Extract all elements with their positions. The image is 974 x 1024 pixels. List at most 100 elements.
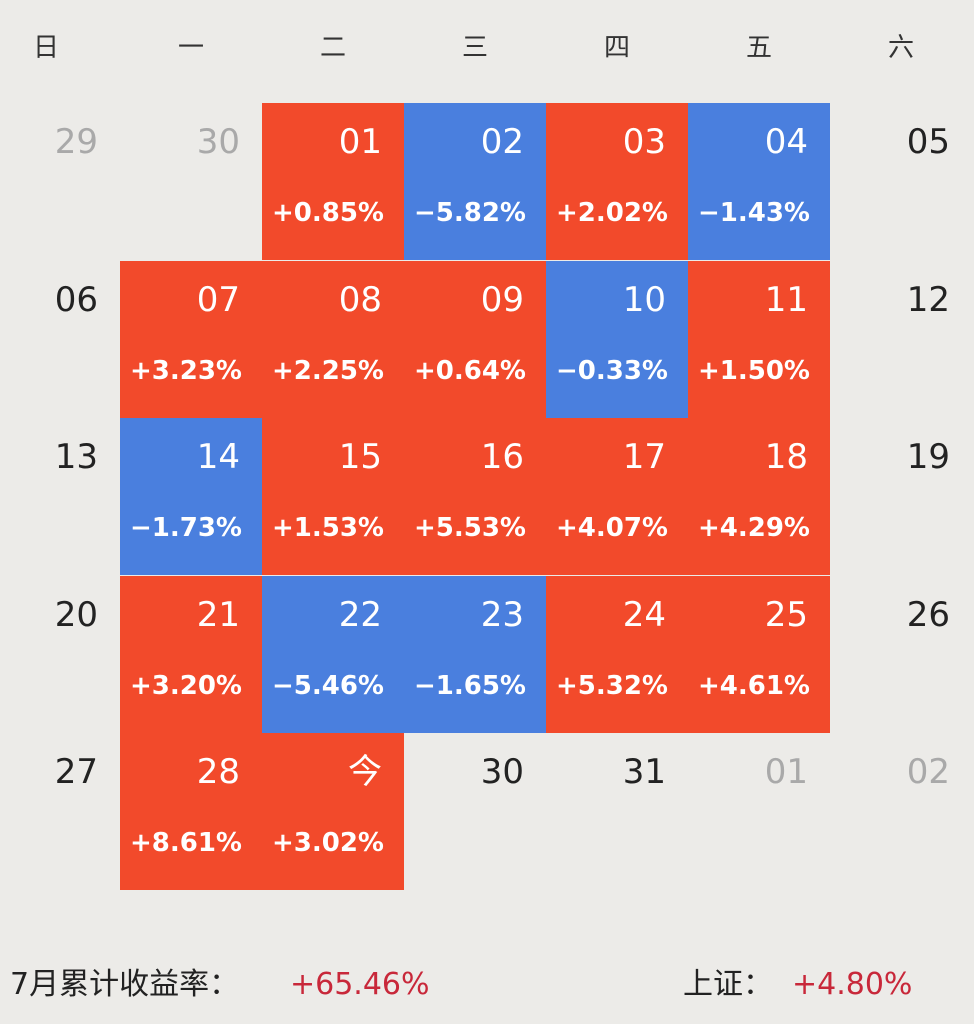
- day-number: 22: [338, 594, 382, 635]
- daily-return: −1.73%: [130, 513, 242, 543]
- day-number: 12: [906, 279, 950, 320]
- calendar-day-cell[interactable]: 01 +0.85%: [262, 103, 404, 260]
- daily-return: +8.61%: [130, 828, 242, 858]
- day-number: 21: [196, 594, 240, 635]
- day-number: 02: [480, 122, 524, 162]
- calendar-day-cell[interactable]: 07 +3.23%: [120, 260, 262, 418]
- daily-return: +2.02%: [556, 198, 668, 228]
- index-value: +4.80%: [792, 967, 913, 1002]
- day-number: 30: [480, 752, 524, 792]
- daily-return: +4.61%: [698, 670, 810, 701]
- calendar-day-cell[interactable]: 02 −5.82%: [404, 103, 546, 260]
- calendar-day-cell[interactable]: 31: [546, 733, 688, 890]
- weekday-2: 二: [319, 33, 346, 63]
- calendar-day-cell[interactable]: 24 +5.32%: [546, 575, 688, 733]
- calendar-day-cell[interactable]: 23 −1.65%: [404, 575, 546, 733]
- weekday-1: 一: [177, 33, 204, 63]
- summary-bar: 7月累计收益率： +65.46% 上证： +4.80%: [0, 960, 974, 1010]
- day-number: 18: [764, 437, 808, 477]
- day-number: 08: [338, 279, 382, 320]
- weekday-6: 六: [887, 33, 914, 63]
- day-number: 20: [54, 594, 98, 635]
- day-number: 23: [480, 594, 524, 635]
- daily-return: +1.53%: [272, 513, 384, 543]
- day-number: 今: [348, 752, 382, 792]
- calendar-day-cell[interactable]: 12: [830, 261, 972, 418]
- daily-return: +4.07%: [556, 513, 668, 543]
- day-number: 09: [480, 279, 524, 320]
- monthly-return-value: +65.46%: [290, 967, 430, 1002]
- daily-return: +3.23%: [130, 355, 242, 386]
- calendar-day-cell[interactable]: 20: [0, 576, 120, 733]
- calendar-day-cell[interactable]: 16 +5.53%: [404, 418, 546, 575]
- calendar-day-cell[interactable]: 30: [120, 103, 262, 260]
- calendar-day-cell[interactable]: 01: [688, 733, 830, 890]
- monthly-return-label: 7月累计收益率：: [10, 967, 240, 1002]
- calendar-day-cell[interactable]: 10 −0.33%: [546, 260, 688, 418]
- daily-return: +0.85%: [272, 198, 384, 228]
- daily-return: −1.65%: [414, 670, 526, 701]
- daily-return: +5.32%: [556, 670, 668, 701]
- day-number: 30: [196, 122, 240, 162]
- day-number: 04: [764, 122, 808, 162]
- daily-return: −5.46%: [272, 670, 384, 701]
- calendar-day-cell[interactable]: 19: [830, 418, 972, 575]
- daily-return: −5.82%: [414, 198, 526, 228]
- day-number: 27: [54, 752, 98, 792]
- day-number: 11: [764, 279, 808, 320]
- calendar-day-cell[interactable]: 11 +1.50%: [688, 260, 830, 418]
- index-label: 上证：: [683, 967, 773, 1002]
- day-number: 24: [622, 594, 666, 635]
- day-number: 06: [54, 279, 98, 320]
- calendar-day-cell[interactable]: 29: [0, 103, 120, 260]
- day-number: 15: [338, 437, 382, 477]
- calendar-day-cell[interactable]: 30: [404, 733, 546, 890]
- day-number: 19: [906, 437, 950, 477]
- calendar-day-cell[interactable]: 21 +3.20%: [120, 575, 262, 733]
- weekday-4: 四: [603, 33, 630, 63]
- day-number: 03: [622, 122, 666, 162]
- day-number: 28: [196, 752, 240, 792]
- day-number: 31: [622, 752, 666, 792]
- day-number: 05: [906, 122, 950, 162]
- weekday-header: 日一二三四五六: [0, 18, 974, 78]
- daily-return: +1.50%: [698, 355, 810, 386]
- weekday-0: 日: [32, 33, 59, 63]
- day-number: 29: [54, 122, 98, 162]
- day-number: 01: [764, 752, 808, 792]
- daily-return: +5.53%: [414, 513, 526, 543]
- calendar-day-cell[interactable]: 08 +2.25%: [262, 260, 404, 418]
- daily-return: +3.20%: [130, 670, 242, 701]
- calendar-day-cell[interactable]: 04 −1.43%: [688, 103, 830, 260]
- calendar-day-cell[interactable]: 02: [830, 733, 972, 890]
- calendar-day-cell[interactable]: 05: [830, 103, 972, 260]
- calendar-day-cell[interactable]: 03 +2.02%: [546, 103, 688, 260]
- calendar-day-cell[interactable]: 25 +4.61%: [688, 575, 830, 733]
- daily-return: +4.29%: [698, 513, 810, 543]
- daily-return: −0.33%: [556, 355, 668, 386]
- calendar-day-cell[interactable]: 13: [0, 418, 120, 575]
- daily-return: +3.02%: [272, 828, 384, 858]
- calendar-day-cell[interactable]: 17 +4.07%: [546, 418, 688, 575]
- calendar-day-cell[interactable]: 26: [830, 576, 972, 733]
- calendar-day-cell[interactable]: 15 +1.53%: [262, 418, 404, 575]
- calendar-day-cell[interactable]: 今 +3.02%: [262, 733, 404, 890]
- calendar-day-cell[interactable]: 09 +0.64%: [404, 260, 546, 418]
- day-number: 01: [338, 122, 382, 162]
- daily-return: −1.43%: [698, 198, 810, 228]
- day-number: 10: [622, 279, 666, 320]
- weekday-3: 三: [461, 33, 488, 63]
- daily-return: +2.25%: [272, 355, 384, 386]
- day-number: 17: [622, 437, 666, 477]
- day-number: 16: [480, 437, 524, 477]
- calendar-day-cell[interactable]: 22 −5.46%: [262, 575, 404, 733]
- calendar-day-cell[interactable]: 14 −1.73%: [120, 418, 262, 575]
- calendar-day-cell[interactable]: 28 +8.61%: [120, 733, 262, 890]
- calendar-day-cell[interactable]: 18 +4.29%: [688, 418, 830, 575]
- weekday-5: 五: [745, 33, 772, 63]
- day-number: 25: [764, 594, 808, 635]
- day-number: 13: [54, 437, 98, 477]
- day-number: 14: [196, 437, 240, 477]
- calendar-day-cell[interactable]: 27: [0, 733, 120, 890]
- calendar-day-cell[interactable]: 06: [0, 261, 120, 418]
